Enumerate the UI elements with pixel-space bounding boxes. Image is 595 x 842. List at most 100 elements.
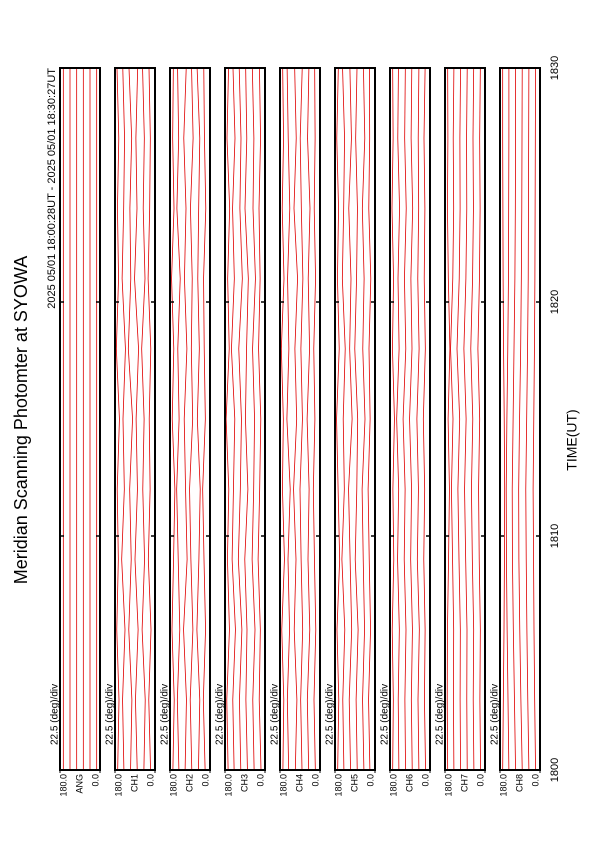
- trace: [505, 68, 510, 770]
- panel-frame: [499, 67, 541, 771]
- annotation: 22.5 (deg)/div: [105, 684, 116, 745]
- y-tick-label: 0.0: [255, 774, 265, 787]
- traces: [62, 68, 98, 770]
- y-axis-label: CH6: [404, 774, 414, 792]
- trace: [183, 68, 188, 770]
- trace: [456, 68, 461, 770]
- panel-frame: [169, 67, 211, 771]
- annotation: 22.5 (deg)/div: [270, 684, 281, 745]
- trace: [257, 68, 262, 770]
- y-axis-label: ANG: [74, 774, 84, 794]
- y-tick-label: 180.0: [443, 774, 453, 797]
- trace: [189, 68, 194, 770]
- y-axis-label: CH3: [239, 774, 249, 792]
- panel-frame: [279, 67, 321, 771]
- annotation: 22.5 (deg)/div: [160, 684, 171, 745]
- annotation: 22.5 (deg)/div: [50, 684, 61, 745]
- annotation: 22.5 (deg)/div: [435, 684, 446, 745]
- panel-frame: [59, 67, 101, 771]
- trace: [525, 68, 530, 770]
- trace: [127, 68, 133, 770]
- y-axis-label: CH4: [294, 774, 304, 792]
- y-axis-label: CH8: [514, 774, 524, 792]
- trace: [422, 68, 426, 770]
- trace: [312, 68, 317, 770]
- trace: [237, 68, 243, 770]
- trace: [463, 68, 468, 770]
- panel-frame: [334, 67, 376, 771]
- y-tick-label: 0.0: [420, 774, 430, 787]
- traces: [502, 68, 536, 770]
- trace: [286, 68, 291, 770]
- trace: [391, 68, 395, 770]
- trace: [251, 68, 256, 770]
- trace: [477, 68, 481, 770]
- traces: [225, 68, 262, 770]
- trace: [361, 68, 366, 770]
- trace: [354, 68, 359, 770]
- y-tick-label: 180.0: [278, 774, 288, 797]
- trace: [532, 68, 536, 770]
- y-tick-label: 180.0: [498, 774, 508, 797]
- trace: [470, 68, 475, 770]
- trace: [147, 68, 152, 770]
- y-tick-label: 180.0: [388, 774, 398, 797]
- y-tick-label: 180.0: [223, 774, 233, 797]
- x-tick-label: 1820: [549, 290, 561, 314]
- y-tick-label: 0.0: [200, 774, 210, 787]
- traces: [115, 68, 152, 770]
- trace: [336, 68, 341, 770]
- x-tick-label: 1800: [549, 758, 561, 782]
- trace: [409, 68, 414, 770]
- trace: [402, 68, 407, 770]
- annotation: 22.5 (deg)/div: [380, 684, 391, 745]
- trace: [196, 68, 201, 770]
- trace: [416, 68, 420, 770]
- y-tick-label: 180.0: [168, 774, 178, 797]
- rotated-plot: Meridian Scanning Photomter at SYOWA 202…: [11, 56, 580, 797]
- trace: [299, 68, 304, 770]
- trace: [293, 68, 298, 770]
- trace: [450, 68, 455, 770]
- traces: [391, 68, 426, 770]
- trace: [306, 68, 311, 770]
- y-axis-label: CH5: [349, 774, 359, 792]
- annotation: 22.5 (deg)/div: [490, 684, 501, 745]
- y-tick-label: 180.0: [113, 774, 123, 797]
- trace: [231, 68, 236, 770]
- panel-frame: [389, 67, 431, 771]
- annotation: 22.5 (deg)/div: [325, 684, 336, 745]
- traces: [280, 68, 317, 770]
- y-tick-label: 0.0: [530, 774, 540, 787]
- y-tick-label: 0.0: [145, 774, 155, 787]
- trace: [396, 68, 400, 770]
- trace: [171, 68, 176, 770]
- y-tick-label: 180.0: [58, 774, 68, 797]
- trace: [115, 68, 120, 770]
- panel-frame: [114, 67, 156, 771]
- trace: [511, 68, 516, 770]
- chart-title: Meridian Scanning Photomter at SYOWA: [11, 256, 31, 584]
- trace: [244, 68, 249, 770]
- trace: [280, 68, 285, 770]
- x-axis-label: TIME(UT): [564, 409, 580, 470]
- x-tick-label: 1830: [549, 56, 561, 80]
- traces: [446, 68, 481, 770]
- trace: [348, 68, 353, 770]
- y-axis-label: CH2: [184, 774, 194, 792]
- trace: [141, 68, 146, 770]
- trace: [225, 68, 231, 770]
- y-tick-label: 0.0: [365, 774, 375, 787]
- traces: [171, 68, 207, 770]
- trace: [502, 68, 506, 770]
- trace: [176, 68, 181, 770]
- y-axis-label: CH7: [459, 774, 469, 792]
- trace: [341, 68, 346, 770]
- y-tick-label: 0.0: [310, 774, 320, 787]
- x-tick-label: 1810: [549, 524, 561, 548]
- trace: [446, 68, 451, 770]
- trace: [134, 68, 139, 770]
- annotation: 22.5 (deg)/div: [215, 684, 226, 745]
